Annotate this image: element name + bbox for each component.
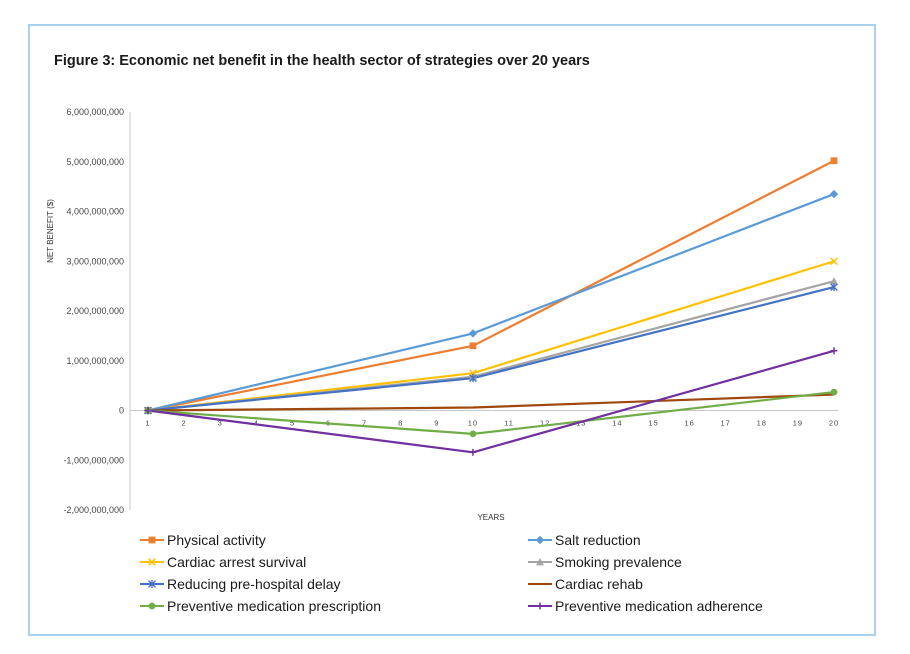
x-tick-label: 16: [684, 419, 694, 428]
x-tick-label: 17: [721, 419, 731, 428]
data-point-preventive-medication-adherence: [144, 407, 152, 414]
series-line-cardiac-rehab: [147, 393, 835, 412]
legend-label: Preventive medication prescription: [167, 598, 381, 614]
x-tick-label: 4: [254, 419, 259, 428]
legend-item-preventive-medication-prescription: Preventive medication prescription: [140, 598, 381, 614]
x-tick-label: 2: [182, 419, 187, 428]
x-tick-label: 12: [540, 419, 550, 428]
legend-item-smoking-prevalence: Smoking prevalence: [528, 554, 682, 570]
y-tick-label: 1,000,000,000: [66, 356, 124, 366]
x-tick-label: 5: [290, 419, 295, 428]
data-point-reducing-pre-hospital-delay: [469, 374, 477, 383]
y-tick-label: -2,000,000,000: [63, 505, 124, 515]
series-line-salt-reduction: [147, 193, 835, 412]
data-point-preventive-medication-prescription: [830, 388, 838, 396]
legend-label: Salt reduction: [555, 532, 641, 548]
data-point-salt-reduction: [829, 189, 839, 199]
data-point-cardiac-arrest-survival: [830, 257, 838, 266]
data-point-salt-reduction: [468, 329, 478, 338]
data-point-preventive-medication-prescription: [469, 430, 477, 438]
legend-item-preventive-medication-adherence: Preventive medication adherence: [528, 598, 763, 614]
y-tick-label: 4,000,000,000: [66, 207, 124, 217]
y-tick-label: 3,000,000,000: [66, 256, 124, 266]
x-tick-label: 1: [145, 419, 150, 428]
legend-swatch-marker: [536, 558, 544, 566]
x-tick-label: 18: [757, 419, 767, 428]
data-point-reducing-pre-hospital-delay: [830, 283, 838, 292]
legend-swatch-marker: [148, 580, 156, 588]
series-line-preventive-medication-adherence: [147, 349, 835, 454]
y-tick-label: 6,000,000,000: [66, 107, 124, 117]
legend-swatch-marker: [535, 535, 545, 545]
x-tick-label: 15: [648, 419, 658, 428]
x-tick-label: 9: [434, 419, 439, 428]
legend-item-cardiac-arrest-survival: Cardiac arrest survival: [140, 554, 306, 570]
data-point-preventive-medication-adherence: [469, 448, 477, 456]
figure-frame: [28, 24, 876, 636]
x-axis-title: YEARS: [477, 513, 504, 522]
x-tick-label: 3: [218, 419, 223, 428]
legend-item-physical-activity: Physical activity: [140, 532, 266, 548]
y-axis-title: NET BENEFIT ($): [46, 199, 55, 263]
y-tick-label: 2,000,000,000: [66, 306, 124, 316]
y-tick-label: 0: [119, 406, 124, 416]
data-point-preventive-medication-adherence: [830, 347, 838, 355]
data-point-smoking-prevalence: [830, 277, 838, 285]
series-line-reducing-pre-hospital-delay: [147, 286, 835, 412]
legend-item-reducing-pre-hospital-delay: Reducing pre-hospital delay: [140, 576, 341, 592]
figure-title: Figure 3: Economic net benefit in the he…: [54, 53, 590, 69]
y-tick-label: -1,000,000,000: [63, 455, 124, 465]
y-tick-label: 5,000,000,000: [66, 157, 124, 167]
x-tick-label: 14: [612, 419, 622, 428]
x-tick-label: 10: [468, 419, 478, 428]
legend-label: Smoking prevalence: [555, 554, 682, 570]
legend-swatch-marker: [148, 602, 156, 610]
x-tick-label: 20: [829, 419, 839, 428]
x-tick-label: 11: [504, 419, 514, 428]
legend-label: Reducing pre-hospital delay: [167, 576, 341, 592]
x-tick-label: 8: [398, 419, 403, 428]
legend-label: Cardiac arrest survival: [167, 554, 306, 570]
data-point-physical-activity: [830, 157, 838, 165]
data-point-physical-activity: [469, 342, 477, 350]
legend-label: Physical activity: [167, 532, 266, 548]
legend-swatch-marker: [536, 602, 544, 610]
legend-item-salt-reduction: Salt reduction: [528, 532, 641, 548]
legend-item-cardiac-rehab: Cardiac rehab: [528, 576, 643, 592]
legend-label: Preventive medication adherence: [555, 598, 763, 614]
x-tick-label: 19: [793, 419, 803, 428]
legend-swatch-marker: [148, 558, 156, 566]
legend-label: Cardiac rehab: [555, 576, 643, 592]
x-tick-label: 7: [362, 419, 367, 428]
legend-swatch-marker: [148, 536, 156, 544]
